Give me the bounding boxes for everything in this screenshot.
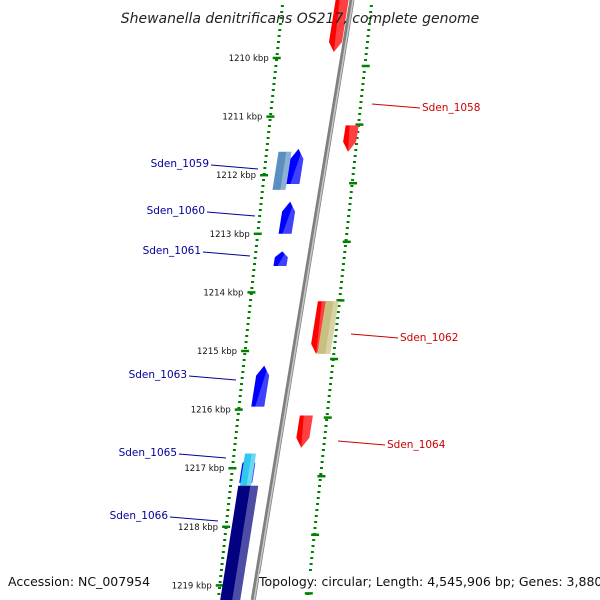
- backbone: [250, 0, 355, 600]
- tick-label: 1216 kbp: [191, 406, 231, 416]
- gene-sden-1060[interactable]: [278, 201, 296, 234]
- leader-line: [202, 251, 251, 257]
- label-sden-1062[interactable]: Sden_1062: [350, 332, 458, 344]
- map-title: Shewanella denitrificans OS217, complete…: [121, 11, 480, 27]
- gene-sden-1061-shape: [273, 251, 288, 267]
- gene-fragment-top[interactable]: [328, 0, 349, 52]
- label-sden-1066[interactable]: Sden_1066: [110, 510, 219, 522]
- cds-block-1065[interactable]: [239, 453, 257, 486]
- gene-sden-1058-shape: [343, 125, 359, 152]
- gene-sden-1060-highlight: [282, 201, 296, 234]
- leader-line: [210, 164, 259, 170]
- label-sden-1060[interactable]: Sden_1060: [147, 205, 256, 217]
- leader-line: [169, 516, 219, 522]
- tick-label: 1211 kbp: [222, 113, 262, 123]
- cds-block-1062-shape: [317, 301, 339, 354]
- tick-label: 1212 kbp: [216, 171, 256, 181]
- gene-sden-1063[interactable]: [251, 365, 270, 407]
- tick-marks: 1210 kbp 1211 kbp 1212 kbp 1213 kbp 1214 kbp…: [172, 5, 373, 595]
- leader-line: [188, 375, 237, 381]
- label-sden-1061[interactable]: Sden_1061: [143, 245, 251, 257]
- cds-block-1059[interactable]: [272, 151, 292, 190]
- gene-sden-1061[interactable]: [273, 251, 288, 267]
- cds-block-1062[interactable]: [317, 301, 339, 354]
- cds-block-1062-highlight: [325, 301, 339, 354]
- label-sden-1059[interactable]: Sden_1059: [151, 158, 259, 170]
- leader-line: [350, 333, 399, 339]
- gene-sden-1059[interactable]: [286, 148, 304, 184]
- gene-sden-1064-shape: [296, 415, 313, 448]
- gene-sden-1064[interactable]: [296, 415, 313, 448]
- label-sden-1065[interactable]: Sden_1065: [119, 447, 227, 459]
- gene-sden-1061-highlight: [277, 251, 288, 267]
- gene-label-text: Sden_1063: [129, 369, 187, 381]
- gene-label-text: Sden_1059: [151, 158, 209, 170]
- tick-label: 1217 kbp: [184, 464, 224, 474]
- cds-block-1066-highlight: [232, 485, 259, 600]
- leader-line: [337, 440, 386, 446]
- gene-sden-1058-highlight: [348, 125, 359, 152]
- tick-label: 1213 kbp: [210, 230, 250, 240]
- gene-sden-1059-shape: [286, 148, 304, 184]
- gene-sden-1064-highlight: [301, 415, 313, 448]
- footer: Accession: NC_007954 Topology: circular;…: [0, 568, 600, 598]
- gene-sden-1063-highlight: [255, 365, 270, 407]
- gene-label-text: Sden_1060: [147, 205, 205, 217]
- tick-label: 1214 kbp: [203, 288, 243, 298]
- gene-label-text: Sden_1065: [119, 447, 177, 459]
- label-sden-1064[interactable]: Sden_1064: [337, 439, 446, 451]
- genome-summary-text: Topology: circular; Length: 4,545,906 bp…: [259, 574, 600, 589]
- tick-label: 1210 kbp: [229, 54, 269, 64]
- cds-block-1059-shape: [272, 151, 292, 190]
- tick-label: 1215 kbp: [197, 347, 237, 357]
- cds-block-1066[interactable]: [220, 485, 259, 600]
- leader-line: [206, 211, 256, 217]
- gene-fragment-top-highlight: [333, 0, 349, 52]
- cds-block-1065-highlight: [246, 453, 257, 486]
- feature-track: [220, 0, 359, 600]
- backbone-highlight: [253, 0, 354, 600]
- cds-block-1059-highlight: [280, 151, 292, 190]
- gene-label-text: Sden_1061: [143, 245, 201, 257]
- leader-line: [371, 103, 421, 109]
- accession-text: Accession: NC_007954: [8, 574, 151, 589]
- cds-block-1065-shape: [239, 453, 257, 486]
- label-sden-1063[interactable]: Sden_1063: [129, 369, 237, 381]
- gene-sden-1059-highlight: [290, 148, 304, 184]
- gene-label-text: Sden_1062: [400, 332, 458, 344]
- gene-fragment-top-shape: [328, 0, 349, 52]
- gene-labels: Sden_1058 Sden_1059 Sden_1060 Sden_1061 Sden…: [110, 102, 481, 522]
- gene-sden-1060-shape: [278, 201, 296, 234]
- cds-block-1066-shape: [220, 485, 259, 600]
- leader-line: [178, 453, 227, 459]
- gene-sden-1058[interactable]: [343, 125, 359, 152]
- tick-label: 1219 kbp: [172, 581, 212, 591]
- gene-label-text: Sden_1066: [110, 510, 169, 522]
- tick-label: 1218 kbp: [178, 523, 218, 533]
- backbone-line: [250, 0, 355, 600]
- gene-sden-1063-shape: [251, 365, 270, 407]
- gene-label-text: Sden_1058: [422, 102, 480, 114]
- label-sden-1058[interactable]: Sden_1058: [371, 102, 480, 114]
- gene-label-text: Sden_1064: [387, 439, 446, 451]
